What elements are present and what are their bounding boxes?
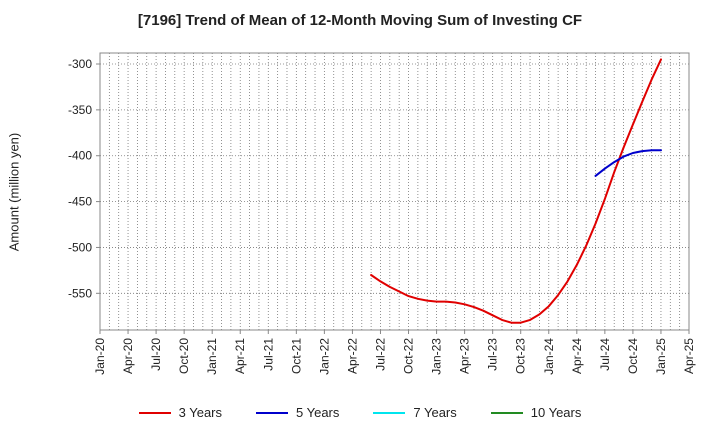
x-tick-label: Jan-21 [205, 338, 219, 375]
x-tick-label: Jan-25 [654, 338, 668, 375]
x-tick-label: Jul-23 [486, 338, 500, 371]
x-tick-label: Apr-22 [345, 338, 359, 374]
legend-item: 7 Years [373, 405, 457, 420]
y-tick-label: -550 [68, 286, 92, 300]
legend-swatch [138, 411, 171, 414]
y-tick-label: -500 [68, 240, 92, 254]
x-tick-label: Jul-20 [149, 338, 163, 371]
x-tick-label: Oct-21 [289, 338, 303, 374]
x-tick-label: Jan-20 [93, 338, 107, 375]
legend-swatch [256, 411, 288, 414]
legend-swatch [373, 411, 406, 414]
legend-item: 5 Years [256, 405, 339, 420]
x-tick-label: Jul-22 [373, 338, 387, 371]
legend-label: 5 Years [296, 405, 340, 420]
x-tick-label: Oct-20 [177, 338, 191, 374]
legend-swatch [490, 411, 523, 414]
y-tick-label: -350 [68, 103, 92, 117]
legend-item: 10 Years [490, 405, 582, 420]
x-tick-label: Apr-23 [458, 338, 472, 374]
x-tick-label: Oct-24 [626, 338, 640, 374]
y-tick-label: -300 [68, 57, 92, 71]
legend: 3 Years 5 Years 7 Years 10 Years [0, 405, 720, 420]
y-tick-label: -400 [68, 149, 92, 163]
legend-label: 3 Years [178, 405, 222, 420]
legend-label: 10 Years [530, 405, 582, 420]
y-tick-label: -450 [68, 195, 92, 209]
x-tick-label: Jan-24 [542, 338, 556, 375]
x-tick-label: Jul-21 [261, 338, 275, 371]
x-tick-label: Apr-24 [570, 338, 584, 374]
x-tick-label: Jan-23 [430, 338, 444, 375]
plot-area-frame [99, 52, 690, 331]
x-tick-label: Jul-24 [598, 338, 612, 371]
x-tick-label: Apr-20 [121, 338, 135, 374]
axis-ticks: Jan-20 Apr-20 Jul-20 Oct-20 Jan-21 Apr-21 Jul-… [68, 57, 696, 375]
x-tick-label: Oct-23 [514, 338, 528, 374]
series-lines [370, 58, 662, 324]
x-tick-label: Oct-22 [402, 338, 416, 374]
series-line-5-years [594, 149, 662, 177]
chart-title: [7196] Trend of Mean of 12-Month Moving … [137, 12, 583, 29]
x-tick-label: Apr-21 [233, 338, 247, 374]
series-line-3-years [370, 58, 662, 324]
x-tick-label: Apr-25 [682, 338, 696, 374]
legend-label: 7 Years [413, 405, 457, 420]
legend-item: 3 Years [138, 405, 222, 420]
x-tick-label: Jan-22 [317, 338, 331, 375]
